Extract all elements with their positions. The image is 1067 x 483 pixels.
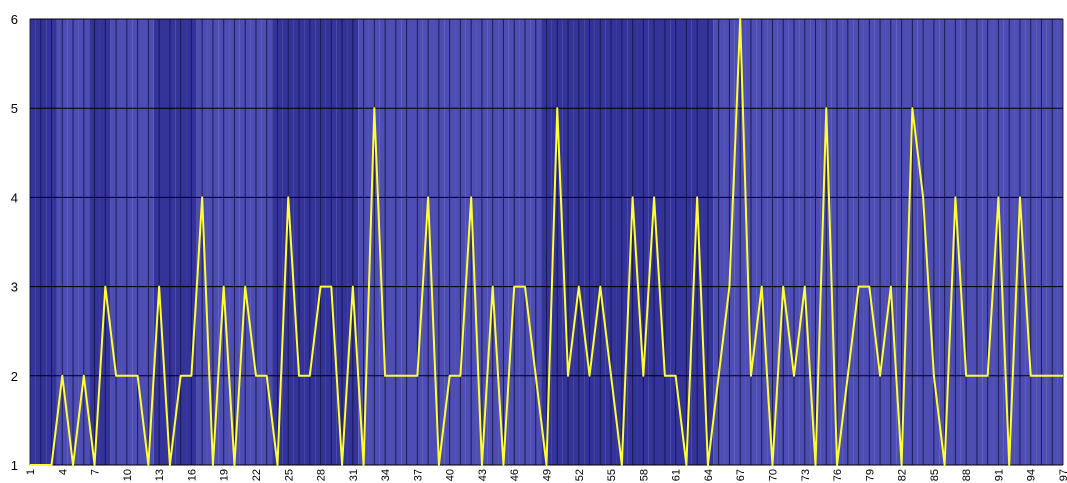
series-line-group <box>30 18 1063 466</box>
x-tick-label: 49 <box>542 469 554 481</box>
series-line <box>30 18 1063 466</box>
x-tick-label: 70 <box>767 469 779 481</box>
x-tick-label: 1 <box>25 469 37 475</box>
x-tick-label: 85 <box>929 469 941 481</box>
x-tick-label: 73 <box>800 469 812 481</box>
y-tick-label: 5 <box>11 101 18 116</box>
x-tick-label: 10 <box>122 469 134 481</box>
x-tick-label: 4 <box>57 469 69 475</box>
y-tick-label: 1 <box>11 458 18 473</box>
x-tick-label: 76 <box>832 469 844 481</box>
y-tick-label: 3 <box>11 280 18 295</box>
y-tick-label: 4 <box>11 190 18 205</box>
x-tick-label: 22 <box>251 469 263 481</box>
x-tick-label: 52 <box>574 469 586 481</box>
x-tick-label: 61 <box>671 469 683 481</box>
x-tick-label: 34 <box>380 469 392 481</box>
background-band <box>30 19 36 465</box>
x-tick-label: 82 <box>897 469 909 481</box>
x-tick-label: 7 <box>90 469 102 475</box>
x-tick-label: 37 <box>412 469 424 481</box>
x-tick-label: 43 <box>477 469 489 481</box>
x-tick-label: 91 <box>993 469 1005 481</box>
x-tick-label: 31 <box>348 469 360 481</box>
x-tick-label: 64 <box>703 469 715 481</box>
x-tick-label: 46 <box>509 469 521 481</box>
x-tick-label: 28 <box>316 469 328 481</box>
vertical-gridlines <box>29 19 1064 465</box>
x-tick-label: 58 <box>638 469 650 481</box>
y-tick-label: 2 <box>11 369 18 384</box>
y-axis-ticks: 1 2 3 4 5 6 <box>11 12 18 473</box>
x-tick-label: 88 <box>961 469 973 481</box>
x-tick-label: 94 <box>1026 469 1038 481</box>
x-tick-label: 16 <box>186 469 198 481</box>
x-tick-label: 13 <box>154 469 166 481</box>
x-tick-label: 19 <box>219 469 231 481</box>
x-axis-ticks: 1 4 7 10 13 16 19 22 25 28 31 34 37 40 43 46 49 52 55 58 61 6… <box>25 469 1067 481</box>
background-band <box>1057 19 1063 465</box>
x-tick-label: 67 <box>735 469 747 481</box>
x-tick-label: 40 <box>445 469 457 481</box>
x-tick-label: 97 <box>1058 469 1067 481</box>
x-tick-label: 79 <box>864 469 876 481</box>
x-tick-label: 25 <box>283 469 295 481</box>
x-tick-label: 55 <box>606 469 618 481</box>
y-tick-label: 6 <box>11 12 18 27</box>
